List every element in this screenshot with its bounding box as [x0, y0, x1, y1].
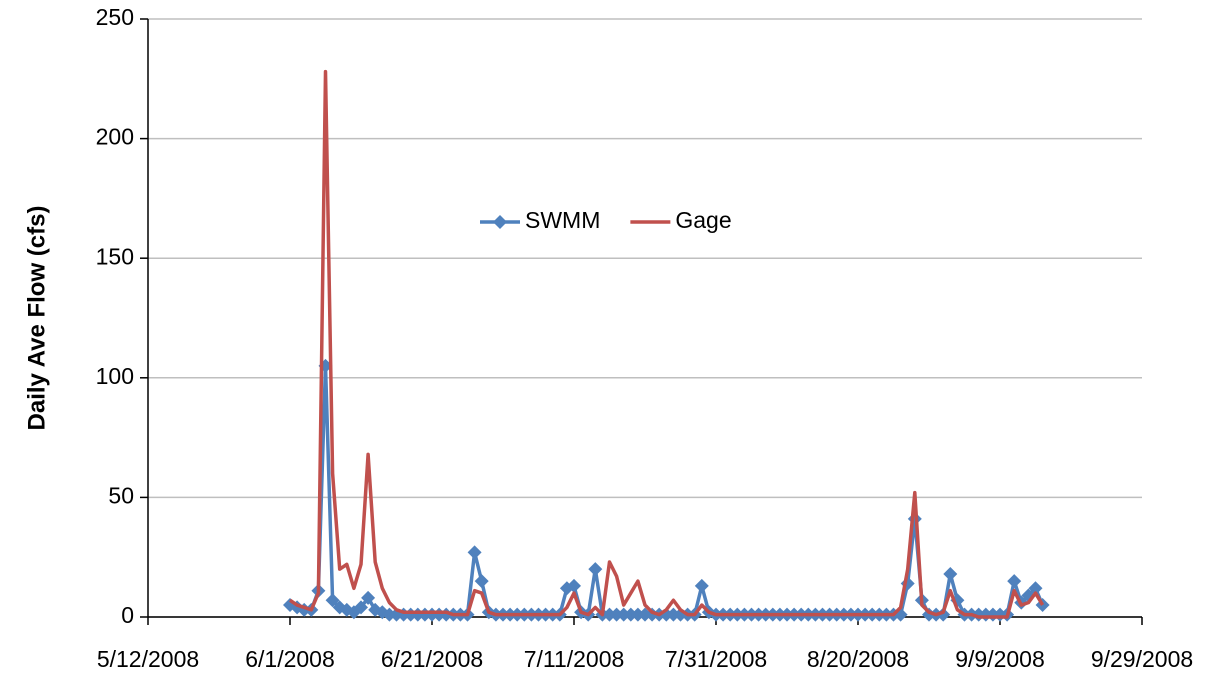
data-point	[609, 607, 624, 622]
y-tick-label: 250	[96, 4, 134, 30]
series-line	[289, 69, 1045, 619]
data-point	[616, 607, 631, 622]
y-tick-label: 0	[121, 602, 134, 628]
data-point	[588, 562, 603, 577]
data-point	[1007, 574, 1022, 589]
data-point	[474, 574, 489, 589]
series-line	[289, 364, 1045, 617]
y-tick-label: 50	[108, 482, 134, 508]
data-point	[354, 600, 368, 615]
x-tick-label: 9/9/2008	[955, 646, 1045, 672]
x-tick-label: 8/20/2008	[807, 646, 909, 672]
data-point	[567, 578, 581, 593]
x-tick-label: 9/29/2008	[1091, 646, 1193, 672]
data-point	[936, 607, 951, 622]
y-tick-label: 200	[96, 124, 134, 150]
data-point	[467, 545, 482, 560]
data-point	[638, 607, 652, 622]
data-point	[943, 566, 958, 581]
data-point	[361, 590, 376, 605]
x-tick-label: 5/12/2008	[97, 646, 199, 672]
y-tick-label: 150	[96, 243, 134, 269]
x-tick-label: 7/11/2008	[524, 646, 625, 672]
data-point	[630, 607, 645, 622]
legend-label: SWMM	[525, 207, 600, 233]
data-point	[602, 607, 617, 622]
data-point	[325, 593, 340, 608]
data-point	[666, 607, 681, 622]
legend-marker	[493, 215, 507, 229]
y-tick-label: 100	[96, 363, 134, 389]
x-tick-label: 7/31/2008	[665, 646, 767, 672]
y-axis-title: Daily Ave Flow (cfs)	[23, 206, 50, 431]
data-point	[1028, 581, 1043, 596]
x-tick-label: 6/1/2008	[245, 646, 335, 672]
legend-label: Gage	[675, 207, 731, 233]
data-point	[382, 607, 397, 622]
data-point	[623, 607, 638, 622]
data-point	[694, 578, 709, 593]
x-tick-label: 6/21/2008	[381, 646, 483, 672]
